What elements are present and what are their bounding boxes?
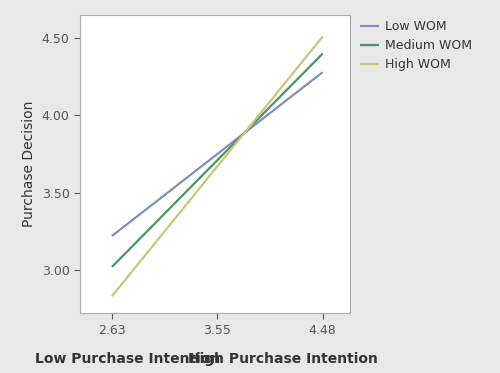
Text: High Purchase Intention: High Purchase Intention [188,351,378,366]
Legend: Low WOM, Medium WOM, High WOM: Low WOM, Medium WOM, High WOM [356,15,478,76]
Low WOM [109,234,115,238]
Medium WOM [109,265,115,269]
Medium WOM [320,51,326,56]
Line: Low WOM: Low WOM [112,72,322,236]
Low WOM [320,70,326,74]
Line: Medium WOM: Medium WOM [112,54,322,267]
Text: Low Purchase Intention: Low Purchase Intention [35,351,220,366]
Y-axis label: Purchase Decision: Purchase Decision [22,101,36,227]
